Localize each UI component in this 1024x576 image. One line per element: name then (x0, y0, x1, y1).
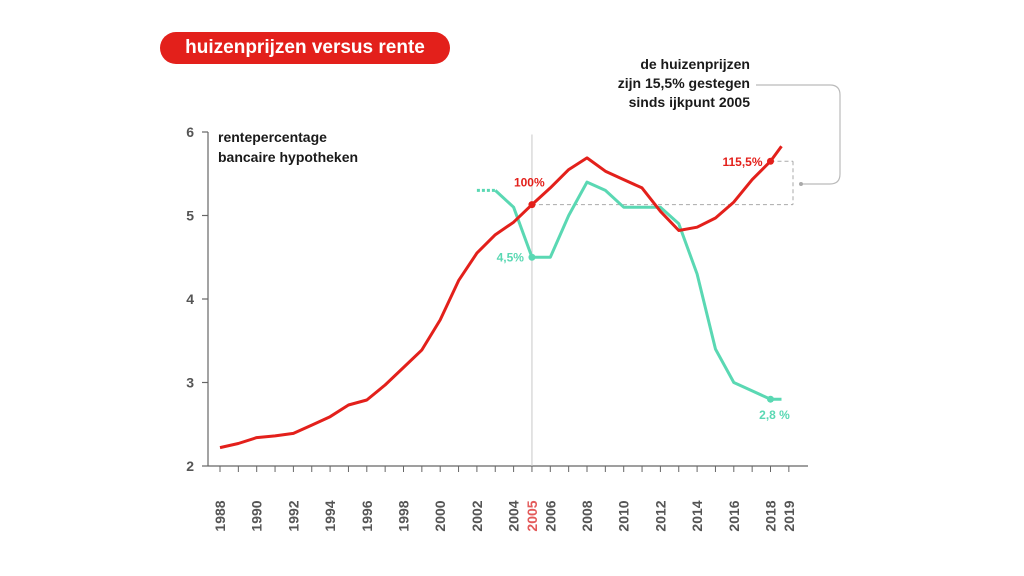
x-tick-label: 1988 (212, 500, 228, 531)
label-interest-rate-2018: 2,8 % (759, 408, 790, 422)
annotation-line-2: zijn 15,5% gestegen (617, 75, 750, 91)
interest-rate-point-2005 (528, 253, 536, 261)
x-tick-label: 2005 (524, 500, 540, 531)
interest-rate-legend: rentepercentage bancaire hypotheken (218, 127, 358, 167)
interest-rate-line (494, 180, 782, 401)
annotation-line-3: sinds ijkpunt 2005 (628, 94, 750, 110)
x-tick-label: 1996 (359, 500, 375, 531)
label-house-prices-2005: 100% (514, 176, 545, 190)
x-tick-label: 1994 (322, 500, 338, 531)
x-tick-label: 2004 (506, 500, 522, 531)
x-tick-label: 2008 (579, 500, 595, 531)
annotation-connector (756, 84, 841, 185)
y-tick-label: 2 (186, 458, 194, 474)
y-tick-label: 5 (186, 208, 194, 224)
annotation-line-1: de huizenprijzen (640, 56, 750, 72)
legend-line-1: rentepercentage (218, 129, 327, 145)
x-tick-label: 1992 (285, 500, 301, 531)
label-interest-rate-2005: 4,5% (497, 250, 525, 264)
label-house-prices-2018: 115,5% (722, 155, 762, 169)
x-tick-label: 2006 (542, 500, 558, 531)
x-tick-label: 1990 (249, 500, 265, 531)
x-tick-label: 2000 (432, 500, 448, 531)
x-tick-label: 2019 (781, 500, 797, 531)
x-tick-label: 2018 (763, 500, 779, 531)
house-prices-point-2005 (528, 201, 536, 209)
chart-title: huizenprijzen versus rente (160, 32, 450, 64)
interest-rate-point-2018 (767, 395, 774, 403)
x-tick-label: 2014 (689, 500, 705, 531)
price-increase-annotation: de huizenprijzen zijn 15,5% gestegen sin… (618, 55, 750, 112)
y-tick-label: 4 (186, 291, 194, 307)
y-tick-label: 6 (186, 124, 194, 140)
x-tick-label: 1998 (396, 500, 412, 531)
legend-line-2: bancaire hypotheken (218, 149, 359, 165)
annotation-connector-dot (799, 182, 803, 186)
x-tick-label: 2016 (726, 500, 742, 531)
y-tick-label: 3 (186, 375, 194, 391)
x-tick-label: 2012 (652, 500, 668, 531)
x-tick-label: 2002 (469, 500, 485, 531)
house-prices-point-2018 (767, 157, 774, 165)
x-tick-label: 2010 (616, 500, 632, 531)
house-prices-line (219, 145, 783, 450)
